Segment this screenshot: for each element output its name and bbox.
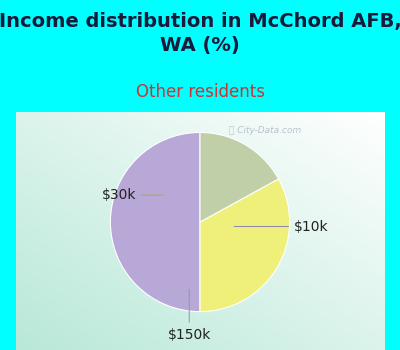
Text: Other residents: Other residents: [136, 83, 264, 101]
Text: ⓘ City-Data.com: ⓘ City-Data.com: [229, 126, 301, 135]
Wedge shape: [110, 132, 200, 312]
Wedge shape: [200, 132, 278, 222]
Text: $150k: $150k: [168, 289, 211, 342]
Text: $30k: $30k: [102, 188, 163, 202]
Wedge shape: [200, 179, 290, 312]
Text: $10k: $10k: [234, 219, 329, 233]
Text: Income distribution in McChord AFB,
WA (%): Income distribution in McChord AFB, WA (…: [0, 12, 400, 55]
